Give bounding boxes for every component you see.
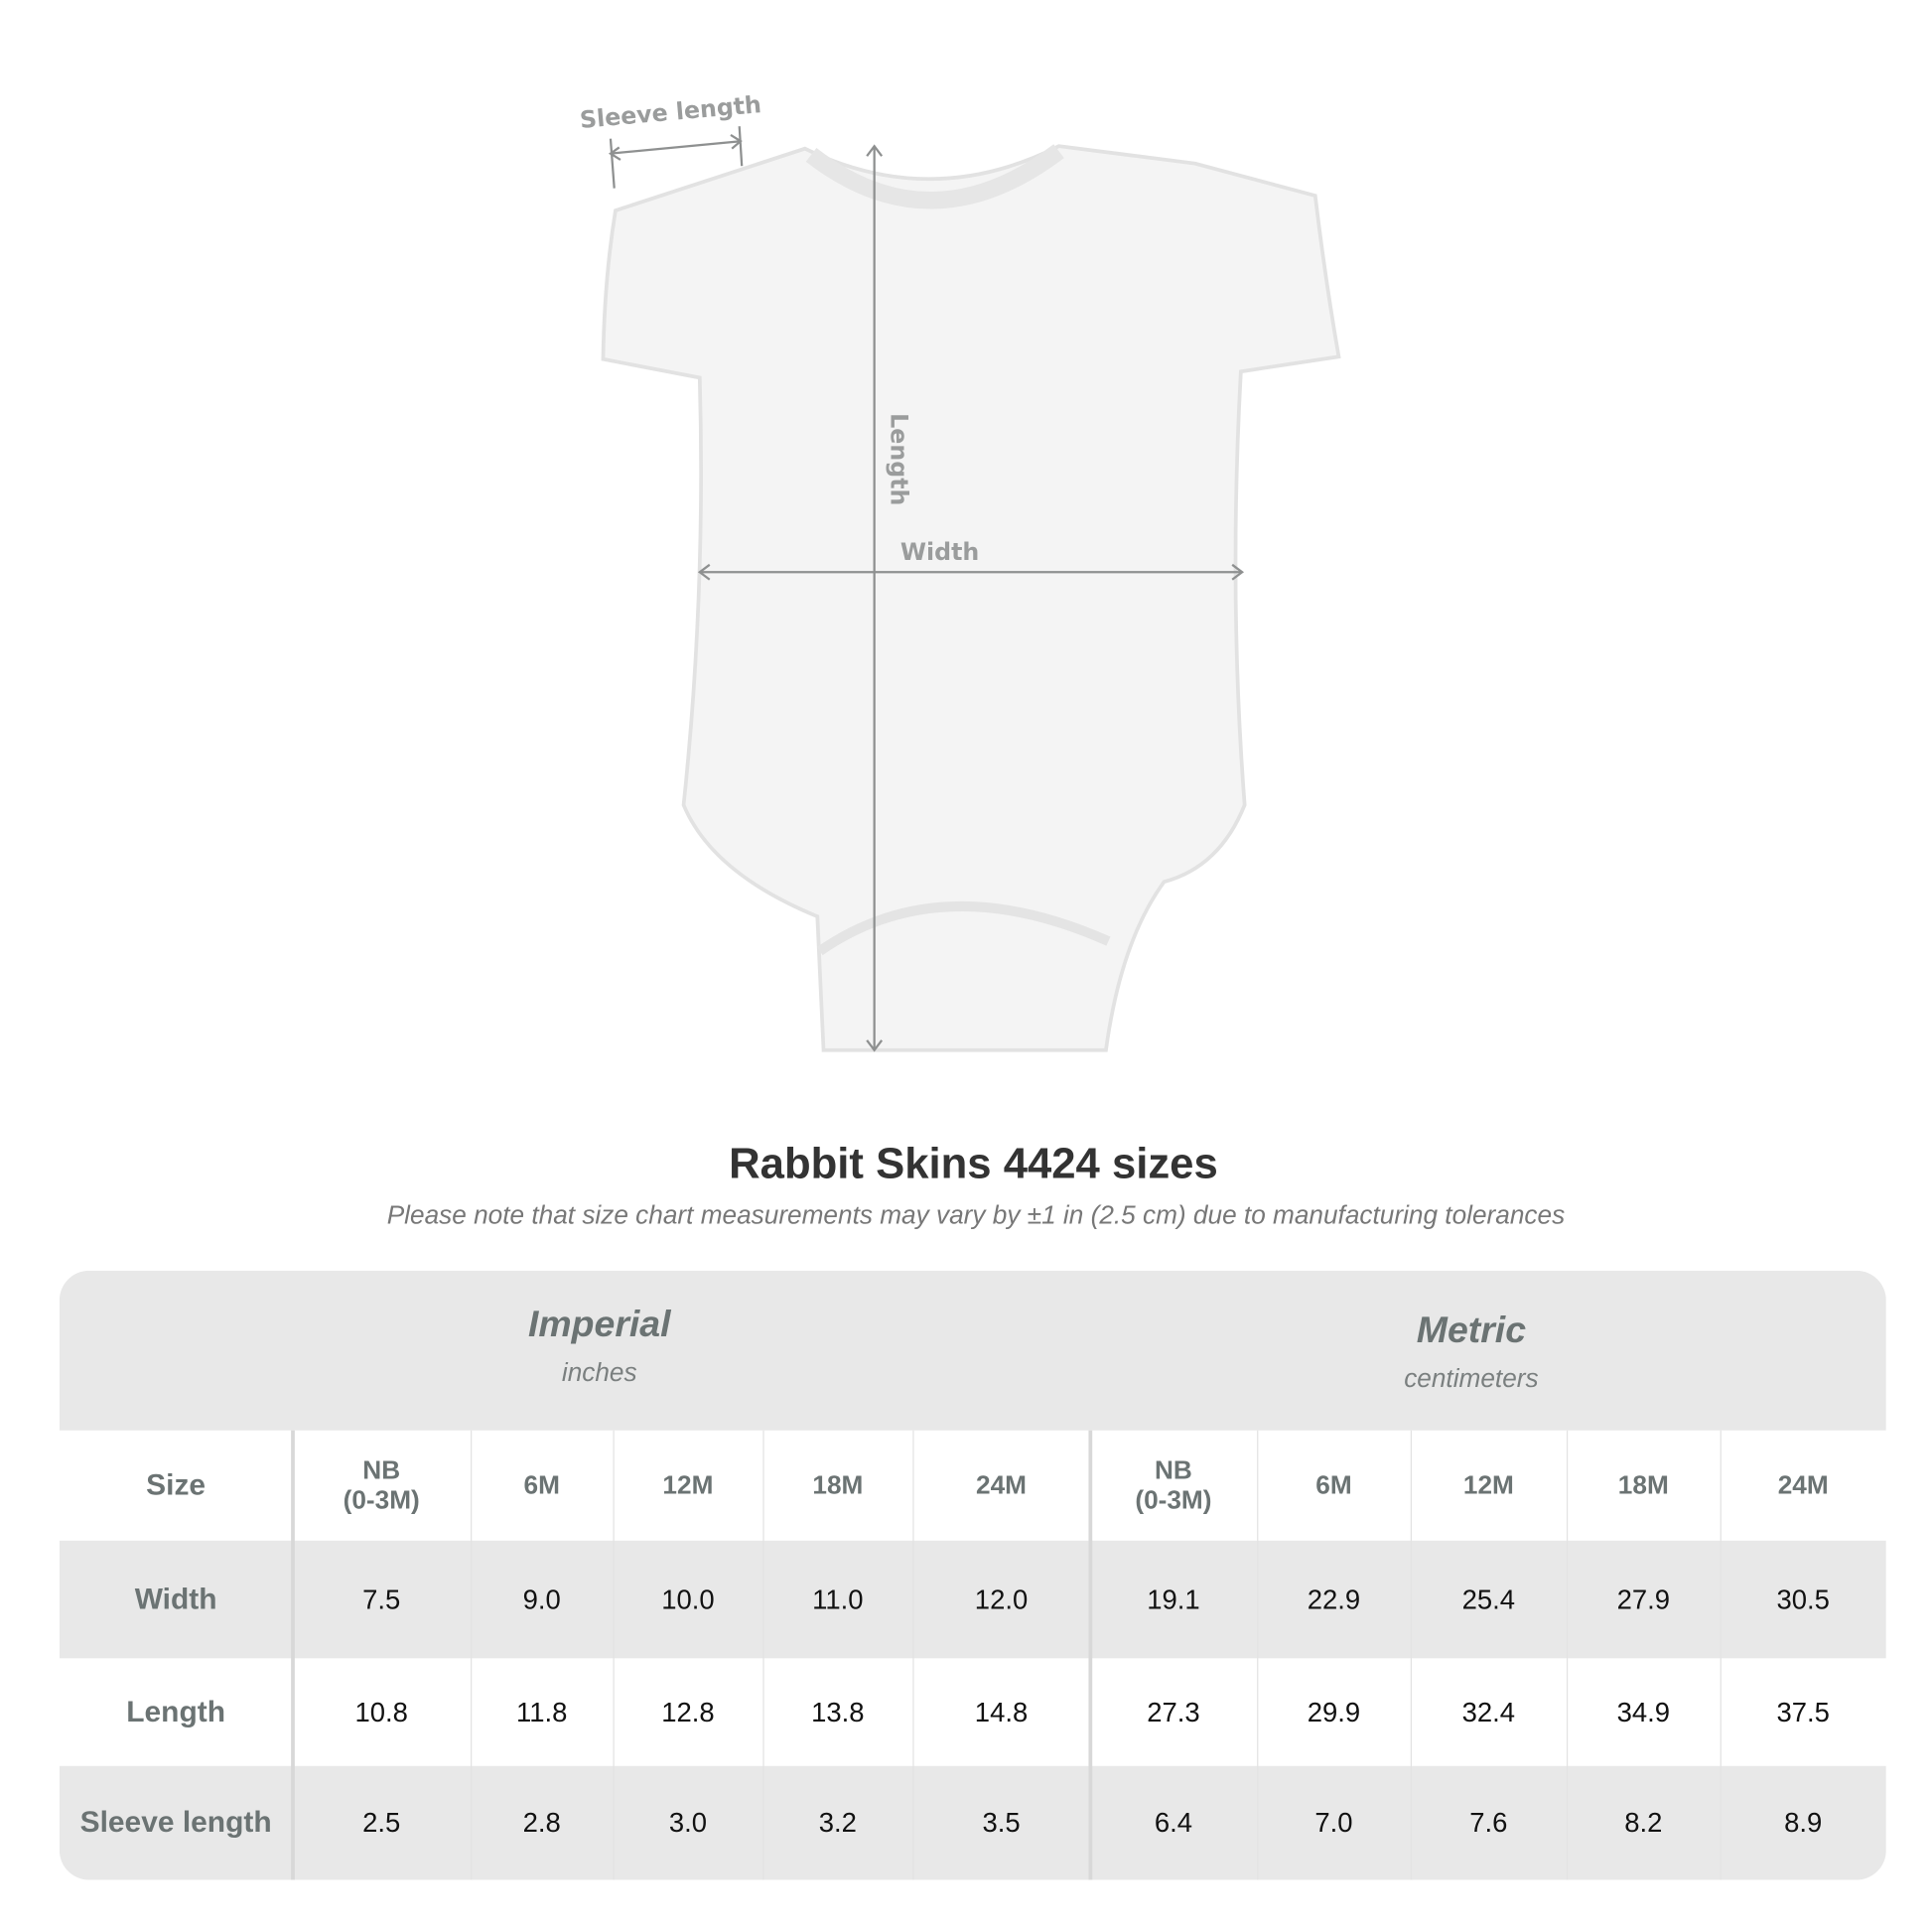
imperial-unit: inches (561, 1358, 637, 1388)
table-cell: 10.0 (661, 1583, 715, 1614)
metric-unit: centimeters (1404, 1364, 1539, 1394)
bodysuit-diagram (601, 126, 1341, 1052)
table-cell: 11.0 (812, 1583, 864, 1614)
size-row-label: Size (146, 1467, 207, 1502)
size-column-header: 18M (812, 1470, 864, 1499)
size-table: Imperial inches Metric centimeters Size N… (59, 1270, 1886, 1880)
row-band-width (59, 1540, 1886, 1659)
sleeve-arrow (610, 140, 742, 155)
row-label: Length (126, 1695, 226, 1728)
table-cell: 8.2 (1624, 1806, 1663, 1839)
table-cell: 12.0 (974, 1583, 1029, 1614)
size-column-header: 6M (1315, 1470, 1352, 1499)
column-divider (471, 1430, 473, 1880)
table-cell: 22.9 (1307, 1583, 1361, 1614)
table-cell: 6.4 (1154, 1806, 1192, 1839)
page-title: Rabbit Skins 4424 sizes (729, 1139, 1218, 1188)
column-divider (1566, 1430, 1569, 1880)
size-column-header: 12M (1462, 1470, 1514, 1499)
table-cell: 2.5 (362, 1806, 401, 1839)
length-label: Length (885, 413, 912, 506)
table-cell: 27.3 (1147, 1696, 1200, 1727)
table-cell: 7.5 (362, 1583, 401, 1614)
table-cell: 37.5 (1776, 1696, 1830, 1727)
column-divider (912, 1430, 914, 1880)
crotch-flap (816, 901, 1111, 956)
table-cell: 27.9 (1616, 1583, 1671, 1614)
table-cell: 19.1 (1147, 1583, 1200, 1614)
table-cell: 25.4 (1461, 1583, 1516, 1614)
table-cell: 34.9 (1616, 1696, 1671, 1727)
table-cell: 3.2 (818, 1806, 857, 1839)
table-cell: 3.5 (982, 1806, 1021, 1839)
table-cell: 3.0 (668, 1806, 708, 1839)
size-column-header: 12M (662, 1470, 714, 1499)
metric-header: Metric centimeters (1223, 1311, 1719, 1395)
bodysuit-image (601, 144, 1341, 1052)
table-cell: 14.8 (974, 1696, 1029, 1727)
width-label: Width (899, 538, 980, 567)
imperial-title: Imperial (527, 1304, 671, 1345)
size-column-header: 24M (976, 1470, 1027, 1499)
table-cell: 7.0 (1314, 1806, 1353, 1839)
table-cell: 13.8 (811, 1696, 865, 1727)
table-cell: 8.9 (1784, 1806, 1823, 1839)
column-divider (1088, 1430, 1093, 1880)
row-label: Sleeve length (79, 1805, 272, 1840)
tolerance-note: Please note that size chart measurements… (386, 1200, 1566, 1230)
size-column-header: 24M (1777, 1470, 1829, 1499)
table-cell: 29.9 (1307, 1696, 1361, 1727)
column-divider (762, 1430, 764, 1880)
size-column-header: 18M (1617, 1470, 1669, 1499)
size-column-header: NB (0-3M) (1135, 1455, 1212, 1514)
table-cell: 32.4 (1461, 1696, 1516, 1727)
row-label: Width (134, 1582, 217, 1616)
column-divider (1410, 1430, 1413, 1880)
table-cell: 30.5 (1776, 1583, 1830, 1614)
size-column-header: 6M (523, 1470, 560, 1499)
units-header (59, 1270, 1886, 1431)
size-column-header: NB (0-3M) (343, 1455, 420, 1514)
table-cell: 7.6 (1469, 1806, 1508, 1839)
table-cell: 11.8 (516, 1696, 568, 1727)
table-cell: 2.8 (522, 1806, 561, 1839)
table-cell: 12.8 (661, 1696, 715, 1727)
column-divider (613, 1430, 615, 1880)
table-cell: 10.8 (354, 1696, 408, 1727)
table-cell: 9.0 (522, 1583, 561, 1614)
imperial-header: Imperial inches (351, 1305, 847, 1389)
collar (805, 144, 1064, 209)
metric-title: Metric (1416, 1310, 1527, 1351)
column-divider (1257, 1430, 1259, 1880)
column-divider (291, 1430, 295, 1880)
column-divider (1720, 1430, 1722, 1880)
row-band-sleeve (59, 1765, 1886, 1880)
